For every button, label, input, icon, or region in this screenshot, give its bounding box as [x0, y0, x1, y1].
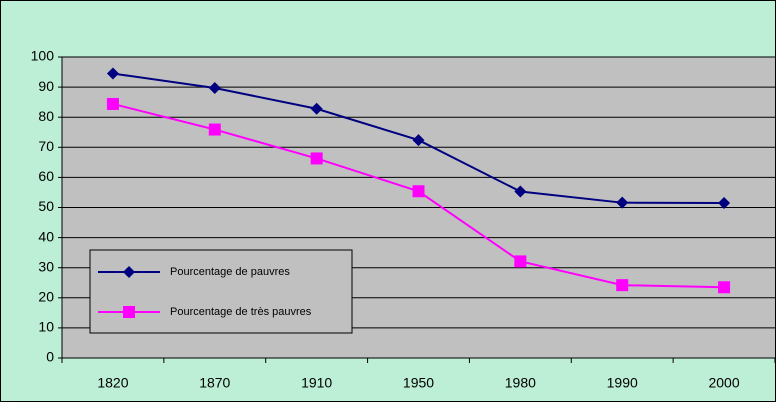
x-tick-label: 2000 — [708, 375, 739, 391]
marker — [123, 306, 135, 318]
legend-box — [89, 249, 353, 334]
x-tick-label: 1870 — [199, 375, 230, 391]
y-tick-label: 60 — [38, 168, 54, 184]
y-tick-label: 70 — [38, 138, 54, 154]
marker — [208, 82, 221, 95]
y-tick-label: 10 — [38, 319, 54, 335]
marker — [718, 281, 731, 294]
y-tick-label: 20 — [38, 289, 54, 305]
x-tick-label: 1950 — [403, 375, 434, 391]
y-tick-label: 80 — [38, 108, 54, 124]
x-tick-label: 1910 — [301, 375, 332, 391]
y-tick-label: 90 — [38, 78, 54, 94]
legend-label: Pourcentage de pauvres — [170, 266, 290, 278]
x-tick-label: 1820 — [97, 375, 128, 391]
marker — [106, 97, 119, 110]
marker — [106, 67, 119, 80]
marker — [718, 196, 731, 209]
y-tick-label: 0 — [46, 349, 54, 365]
marker — [123, 266, 135, 278]
legend-label: Pourcentage de très pauvres — [170, 306, 312, 318]
y-tick-label: 40 — [38, 228, 54, 244]
marker — [310, 102, 323, 115]
marker — [514, 185, 527, 198]
marker — [514, 255, 527, 268]
marker — [412, 134, 425, 147]
marker — [616, 196, 629, 209]
x-tick-label: 1980 — [505, 375, 536, 391]
marker — [310, 152, 323, 165]
marker — [412, 185, 425, 198]
marker — [616, 279, 629, 292]
y-tick-label: 100 — [31, 48, 55, 64]
marker — [208, 123, 221, 136]
y-tick-label: 50 — [38, 198, 54, 214]
y-tick-label: 30 — [38, 258, 54, 274]
x-tick-label: 1990 — [607, 375, 638, 391]
